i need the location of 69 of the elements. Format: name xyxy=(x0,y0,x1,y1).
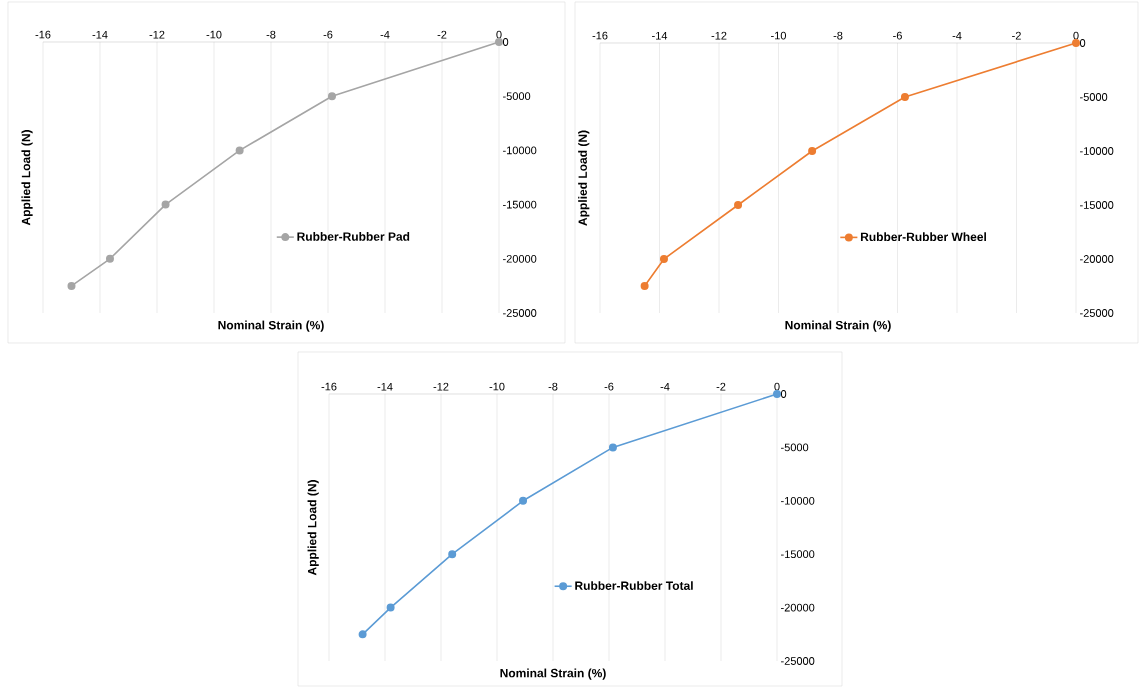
point xyxy=(608,443,617,452)
y-tick-label: -10000 xyxy=(1080,147,1114,155)
x-tick-label: 0 xyxy=(774,382,780,391)
x-tick-label: -8 xyxy=(548,382,558,391)
point xyxy=(808,146,817,155)
x-tick-label: -4 xyxy=(380,30,390,39)
x-tick-label: -16 xyxy=(35,30,51,39)
point xyxy=(519,496,528,505)
x-tick-label: -8 xyxy=(833,31,843,40)
point xyxy=(448,550,457,559)
x-tick-label: -10 xyxy=(489,382,505,391)
x-tick-label: -4 xyxy=(952,31,962,40)
x-axis-title: Nominal Strain (%) xyxy=(500,668,606,680)
y-tick-label: -15000 xyxy=(503,200,537,209)
x-axis-title: Nominal Strain (%) xyxy=(218,320,324,332)
x-tick-label: 0 xyxy=(496,30,502,39)
y-tick-label: -15000 xyxy=(781,550,815,559)
x-tick-label: -16 xyxy=(321,382,337,391)
x-tick-label: -12 xyxy=(433,382,449,391)
y-tick-label: -20000 xyxy=(503,254,537,263)
point xyxy=(235,146,244,155)
x-tick-label: -2 xyxy=(1012,31,1021,40)
x-tick-label: -6 xyxy=(323,30,333,39)
y-tick-label: -5000 xyxy=(503,92,531,101)
y-tick-label: -25000 xyxy=(781,657,815,665)
x-tick-label: -4 xyxy=(660,382,670,391)
y-tick-label: -20000 xyxy=(781,603,815,612)
y-tick-label: -25000 xyxy=(503,309,537,317)
x-tick-label: 0 xyxy=(1073,31,1079,40)
point xyxy=(358,630,367,639)
x-tick-label: -2 xyxy=(716,382,726,391)
point xyxy=(105,254,114,263)
x-tick-label: -12 xyxy=(711,31,727,40)
point xyxy=(327,92,336,101)
x-tick-label: -10 xyxy=(206,30,222,39)
y-tick-label: -10000 xyxy=(781,496,815,505)
x-tick-label: -6 xyxy=(604,382,614,391)
y-tick-label: 0 xyxy=(502,38,509,46)
y-axis-title: Applied Load (N) xyxy=(578,130,590,226)
point xyxy=(161,200,170,209)
x-tick-label: -14 xyxy=(377,382,393,391)
x-tick-label: -16 xyxy=(592,31,608,40)
point xyxy=(900,93,909,101)
point xyxy=(386,603,395,612)
y-tick-label: -5000 xyxy=(781,443,809,452)
x-tick-label: -10 xyxy=(771,31,787,40)
x-axis-title: Nominal Strain (%) xyxy=(785,320,891,332)
x-tick-label: -12 xyxy=(149,30,165,39)
x-tick-label: -8 xyxy=(266,30,276,39)
x-tick-label: -2 xyxy=(437,30,447,39)
y-tick-label: -15000 xyxy=(1080,201,1114,209)
y-axis-title: Applied Load (N) xyxy=(307,480,319,576)
legend-label: Rubber-Rubber Pad xyxy=(297,232,410,241)
y-axis-title: Applied Load (N) xyxy=(21,130,33,226)
point xyxy=(67,281,76,290)
point xyxy=(734,201,743,209)
y-tick-label: 0 xyxy=(1079,39,1086,47)
legend-label: Rubber-Rubber Wheel xyxy=(860,232,986,242)
x-tick-label: -6 xyxy=(893,31,902,40)
point xyxy=(640,281,649,290)
y-tick-label: -25000 xyxy=(1080,309,1114,317)
x-tick-label: -14 xyxy=(92,30,108,39)
y-tick-label: -5000 xyxy=(1080,93,1108,101)
legend-label: Rubber-Rubber Total xyxy=(575,581,693,590)
y-tick-label: -10000 xyxy=(503,146,537,155)
y-tick-label: -20000 xyxy=(1080,255,1114,263)
point xyxy=(659,255,668,263)
y-tick-label: 0 xyxy=(780,390,787,398)
x-tick-label: -14 xyxy=(652,31,668,40)
